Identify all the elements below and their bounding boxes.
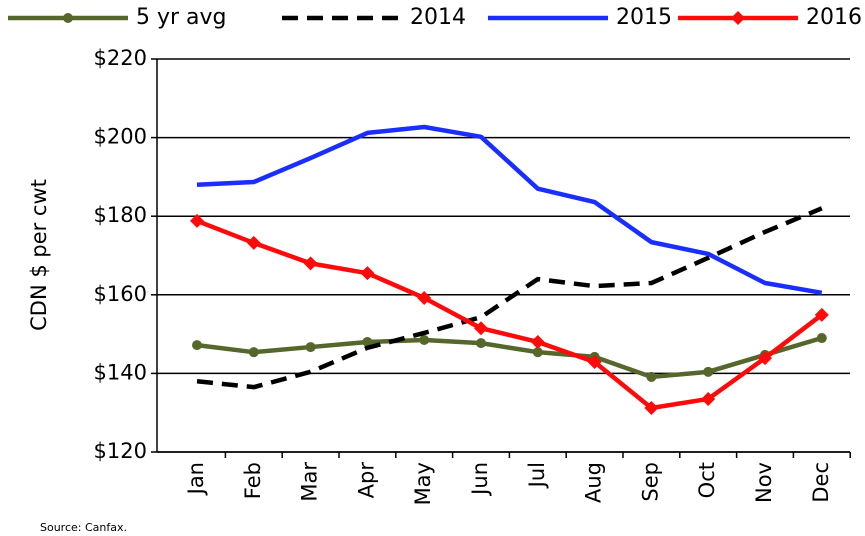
x-tick-label: Aug bbox=[582, 462, 606, 503]
x-tick-label: Jan bbox=[184, 462, 208, 496]
point bbox=[474, 321, 488, 336]
y-tick-label: $200 bbox=[94, 125, 147, 149]
series-line bbox=[196, 206, 823, 390]
point bbox=[587, 355, 602, 370]
point bbox=[248, 347, 259, 358]
point bbox=[303, 256, 318, 271]
y-tick-label: $160 bbox=[94, 282, 147, 306]
x-tick-label: Mar bbox=[298, 462, 322, 502]
point bbox=[530, 334, 545, 349]
x-tick-label: Jul bbox=[525, 462, 549, 489]
x-tick-label: Oct bbox=[695, 462, 719, 498]
point bbox=[417, 290, 432, 305]
legend-marker bbox=[63, 13, 73, 23]
point bbox=[646, 371, 657, 382]
point bbox=[816, 333, 827, 344]
y-tick-label: $120 bbox=[94, 439, 147, 463]
point bbox=[532, 347, 543, 358]
x-tick-label: Dec bbox=[809, 462, 833, 503]
series-line bbox=[196, 218, 824, 411]
x-tick-label: Feb bbox=[241, 462, 265, 499]
x-tick-label: May bbox=[411, 462, 435, 505]
point bbox=[758, 351, 772, 366]
legend-label: 2014 bbox=[410, 5, 466, 30]
y-tick-label: $140 bbox=[94, 360, 147, 384]
point bbox=[644, 400, 659, 415]
x-tick-label: Apr bbox=[354, 462, 378, 499]
legend-label: 2015 bbox=[616, 5, 672, 30]
legend-label: 2016 bbox=[806, 5, 862, 30]
y-axis-label: CDN $ per cwt bbox=[27, 179, 51, 331]
point bbox=[192, 340, 202, 351]
legend-label: 5 yr avg bbox=[136, 5, 227, 30]
series-line bbox=[196, 124, 823, 296]
point bbox=[703, 366, 714, 377]
legend-marker bbox=[731, 11, 745, 25]
x-tick-label: Sep bbox=[638, 462, 662, 502]
point bbox=[360, 266, 375, 281]
point bbox=[476, 338, 486, 349]
point bbox=[701, 391, 716, 406]
point bbox=[814, 307, 829, 322]
x-tick-label: Nov bbox=[752, 462, 776, 503]
y-tick-label: $220 bbox=[94, 46, 147, 70]
y-tick-label: $180 bbox=[94, 203, 147, 227]
source: Source: Canfax. bbox=[40, 521, 127, 534]
x-tick-label: Jun bbox=[468, 462, 492, 497]
point bbox=[190, 213, 204, 228]
point bbox=[246, 235, 261, 250]
point bbox=[362, 336, 373, 347]
point bbox=[419, 334, 430, 345]
series-line bbox=[196, 335, 823, 380]
point bbox=[305, 342, 316, 353]
